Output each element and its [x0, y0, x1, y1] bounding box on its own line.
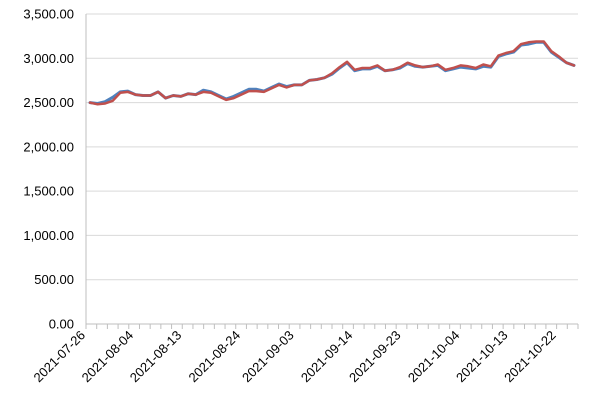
y-tick-label: 3,500.00	[23, 7, 74, 22]
series-lines	[88, 40, 576, 106]
x-tick-label: 2021-10-22	[501, 328, 559, 386]
y-tick-label: 3,000.00	[23, 51, 74, 66]
x-tick-label: 2021-08-13	[127, 328, 185, 386]
y-tick-label: 1,000.00	[23, 228, 74, 243]
series-line-2	[88, 40, 576, 106]
y-tick-label: 1,500.00	[23, 184, 74, 199]
y-tick-label: 2,500.00	[23, 95, 74, 110]
x-tick-label: 2021-09-23	[346, 328, 404, 386]
y-tick-label: 2,000.00	[23, 139, 74, 154]
y-tick-label: 500.00	[34, 272, 74, 287]
x-tick-label: 2021-08-24	[186, 328, 244, 386]
y-gridlines	[86, 13, 578, 281]
y-tick-labels: 0.00 500.00 1,000.00 1,500.00 2,000.00 2,500.…	[23, 7, 74, 332]
axes	[85, 14, 579, 329]
x-tick-label: 2021-09-03	[239, 328, 297, 386]
y-tick-label: 0.00	[49, 317, 74, 332]
